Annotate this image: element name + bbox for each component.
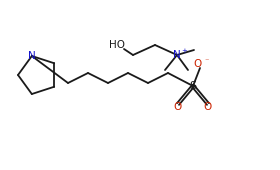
Text: O: O (204, 102, 212, 112)
Text: +: + (181, 48, 187, 54)
Text: N: N (28, 51, 36, 61)
Text: O: O (194, 59, 202, 69)
Text: ⁻: ⁻ (204, 56, 208, 65)
Text: S: S (190, 81, 197, 91)
Text: HO: HO (109, 40, 125, 50)
Text: N: N (173, 50, 181, 60)
Text: O: O (174, 102, 182, 112)
